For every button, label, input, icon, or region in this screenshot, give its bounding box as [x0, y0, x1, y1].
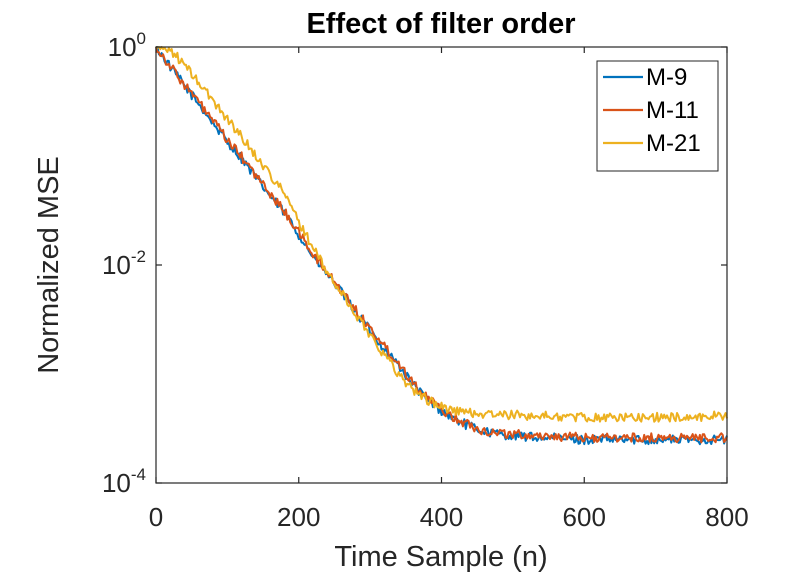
legend-box — [596, 60, 719, 172]
legend-label: M-9 — [646, 64, 687, 91]
x-tick-labels: 0 200 400 600 800 — [149, 502, 749, 532]
y-axis-label: Normalized MSE — [33, 156, 65, 374]
x-tick-label: 800 — [705, 502, 748, 532]
y-tick-labels: 100 10-2 10-4 — [102, 29, 146, 498]
x-tick-label: 400 — [420, 502, 463, 532]
legend-label: M-11 — [646, 97, 699, 124]
chart-title: Effect of filter order — [306, 8, 575, 40]
legend-label: M-21 — [646, 130, 701, 157]
y-tick-label: 10-2 — [102, 247, 146, 280]
legend: M-9 M-11 M-21 — [596, 60, 719, 172]
series-line-m-11 — [155, 46, 728, 444]
plot-frame — [155, 46, 728, 484]
x-tick-label: 200 — [277, 502, 320, 532]
series-line-m-21 — [155, 46, 728, 423]
y-tick-label: 100 — [108, 29, 146, 62]
x-tick-label: 0 — [149, 502, 163, 532]
series-group — [155, 46, 728, 446]
x-axis-label: Time Sample (n) — [334, 541, 547, 573]
y-tick-label: 10-4 — [102, 465, 146, 498]
x-tick-label: 600 — [563, 502, 606, 532]
